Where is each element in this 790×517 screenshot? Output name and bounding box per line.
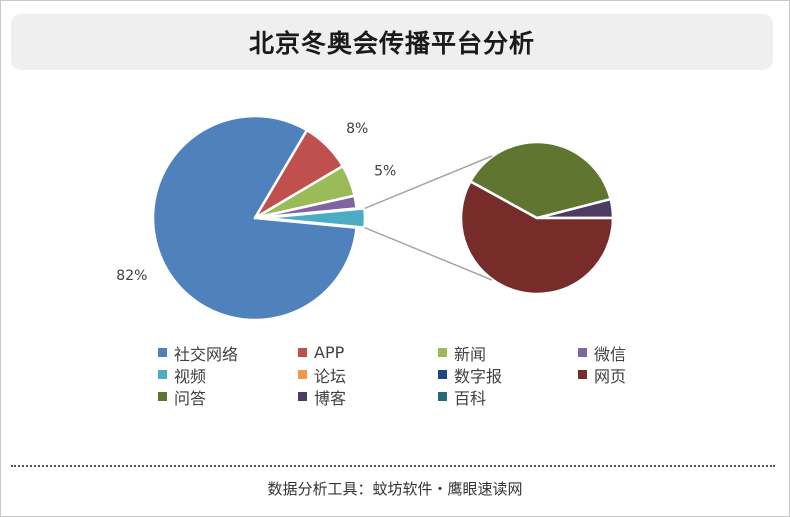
legend-item-qa: 问答 [158, 386, 298, 408]
data-label-social-network: 82% [116, 268, 147, 284]
legend-item-wechat: 微信 [578, 342, 718, 364]
legend-item-encyclopedia: 百科 [438, 386, 578, 408]
legend-swatch [578, 370, 587, 379]
data-label-news: 5% [374, 164, 396, 180]
footer-source: 数据分析工具：蚊坊软件・鹰眼速读网 [267, 480, 523, 498]
legend-swatch [438, 392, 447, 401]
legend-item-video: 视频 [158, 364, 298, 386]
legend-label: 视频 [174, 366, 207, 386]
legend-label: 社交网络 [174, 344, 239, 364]
sub-slice-webpage [459, 180, 615, 296]
legend-label: 问答 [174, 388, 207, 408]
legend-label: 网页 [594, 366, 627, 386]
legend-swatch [578, 348, 587, 357]
legend-item-app: APP [298, 342, 438, 363]
legend-label: 论坛 [314, 366, 347, 386]
footer-divider [11, 465, 775, 467]
legend-swatch [158, 370, 167, 379]
legend-item-webpage: 网页 [578, 364, 718, 386]
legend-item-social-network: 社交网络 [158, 342, 298, 364]
legend-swatch [158, 392, 167, 401]
title-banner: 北京冬奥会传播平台分析 [11, 14, 773, 70]
legend-swatch [158, 348, 167, 357]
legend-swatch [298, 392, 307, 401]
slice-other-exploded [261, 207, 367, 229]
legend-item-forum: 论坛 [298, 364, 438, 386]
connector-line-bottom [364, 226, 493, 281]
legend-label: 新闻 [454, 344, 487, 364]
legend-item-digital-paper: 数字报 [438, 364, 578, 386]
chart-legend: 社交网络 APP 新闻 微信视频 论坛 数字报 网页问答 博客 百科 [158, 342, 718, 408]
data-label-app: 8% [346, 121, 368, 137]
legend-label: 数字报 [454, 366, 503, 386]
legend-item-blog: 博客 [298, 386, 438, 408]
legend-item-news: 新闻 [438, 342, 578, 364]
legend-label: APP [314, 343, 345, 362]
sub-slice-qa [469, 140, 612, 220]
legend-swatch [438, 370, 447, 379]
chart-title: 北京冬奥会传播平台分析 [248, 29, 535, 58]
legend-label: 微信 [594, 344, 627, 364]
legend-label: 博客 [314, 388, 347, 408]
connector-line-top [364, 155, 493, 210]
legend-label: 百科 [454, 388, 487, 408]
legend-swatch [298, 370, 307, 379]
legend-swatch [298, 348, 307, 357]
legend-swatch [438, 348, 447, 357]
